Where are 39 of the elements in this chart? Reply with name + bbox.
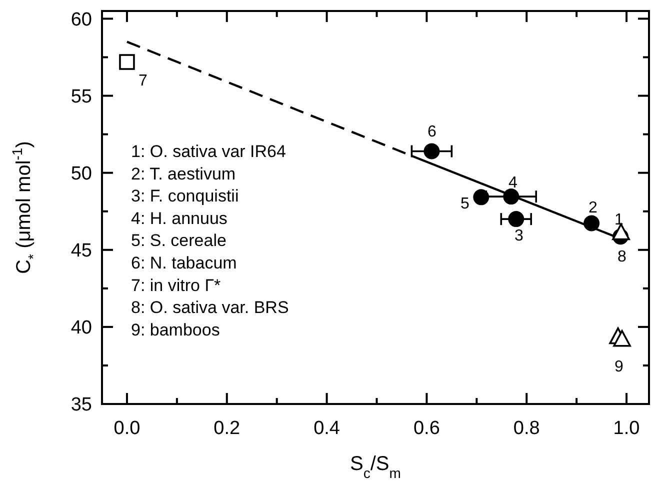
y-tick-label: 45 <box>70 240 92 262</box>
annotation: 1 <box>614 212 624 229</box>
y-tick-label: 35 <box>70 394 92 416</box>
annotation: 9: bamboos <box>131 320 220 340</box>
x-tick-label: 0.8 <box>513 418 540 439</box>
annotation: 7 <box>138 72 148 90</box>
y-tick-label: 60 <box>70 9 92 30</box>
point <box>613 330 631 347</box>
annotation: 5: S. cereale <box>131 231 226 250</box>
annotation: 2: T. aestivum <box>131 164 236 184</box>
y-tick-label: 50 <box>70 163 92 184</box>
point <box>119 54 135 70</box>
x-tick-label: 0.2 <box>214 418 240 439</box>
point <box>584 215 600 232</box>
y-tick-label: 55 <box>70 86 92 108</box>
x-axis-title: S$_{c}$/S$_{m}$ <box>350 453 401 481</box>
point <box>508 211 524 228</box>
annotation: 3 <box>514 228 524 245</box>
annotation: 8 <box>618 248 627 266</box>
point <box>503 188 520 205</box>
point <box>473 189 490 206</box>
annotation: 5 <box>460 196 470 213</box>
point <box>424 143 440 160</box>
point <box>612 223 630 240</box>
annotation: 4: H. annuus <box>131 208 228 228</box>
annotation: 6 <box>428 124 437 141</box>
annotation: 3: F. conquistii <box>131 186 239 206</box>
annotation: 9 <box>614 358 624 376</box>
annotation: 6: N. tabacum <box>131 254 237 272</box>
annotation: 2 <box>588 200 598 217</box>
y-tick-label: 40 <box>70 318 92 339</box>
x-tick-label: 0.0 <box>114 418 140 439</box>
annotation: 7: in vitro Γ* <box>131 276 222 295</box>
annotation: 1: O. sativa var IR64 <box>131 142 286 161</box>
annotation: 8: O. sativa var. BRS <box>131 298 289 318</box>
x-tick-label: 0.4 <box>314 418 340 439</box>
x-tick-label: 1.0 <box>613 418 640 439</box>
x-tick-label: 0.6 <box>413 418 440 439</box>
annotation: 4 <box>508 174 518 192</box>
